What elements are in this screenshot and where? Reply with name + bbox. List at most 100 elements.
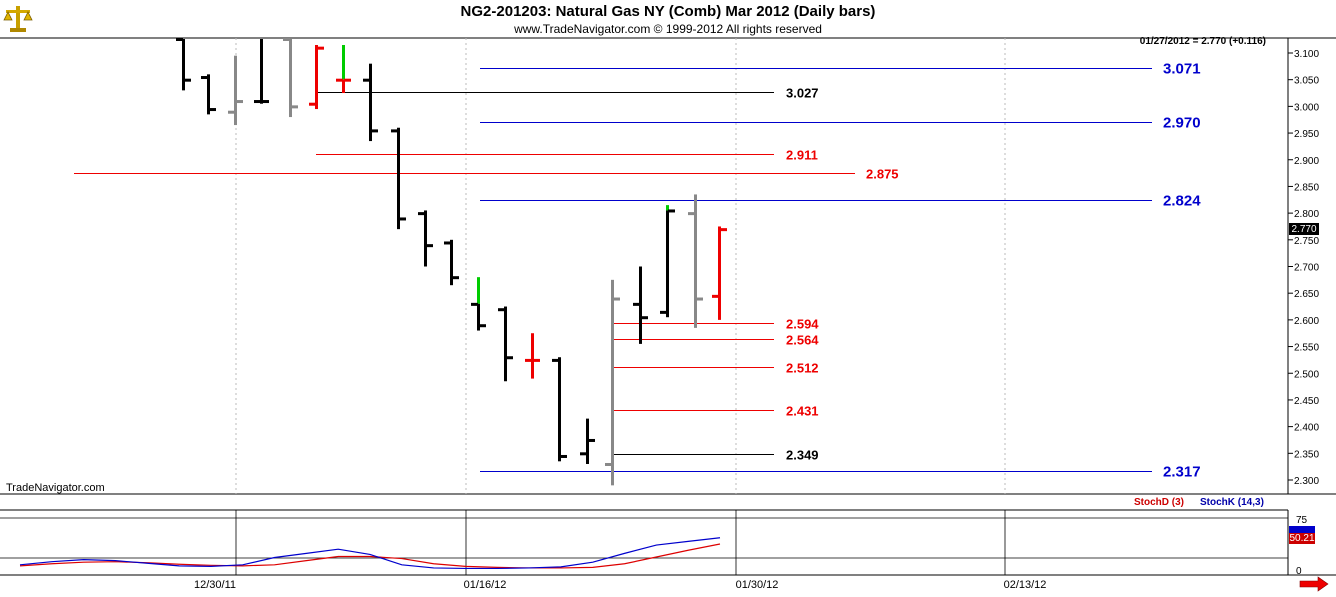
price-axis: 2.300 2.350 2.400 2.450 2.500 2.550 2.600 2.650…: [1288, 49, 1319, 487]
bar-stem: [289, 39, 292, 118]
stoch-d-tag-bg: [1289, 533, 1315, 544]
bar-open-tick: [176, 38, 183, 41]
bar-stem: [611, 279, 614, 486]
bar-open-tick: [418, 212, 425, 216]
price-tick-label: 3.000: [1294, 102, 1319, 113]
time-tick-label: 02/13/12: [1004, 579, 1047, 591]
bar-close-tick: [184, 78, 191, 82]
price-tick-label: 2.500: [1294, 369, 1319, 380]
bar-stem: [397, 127, 400, 230]
bar-stem: [315, 44, 318, 110]
bar-close-tick: [560, 454, 567, 458]
time-axis: 12/30/11 01/16/12 01/30/12 02/13/12: [194, 579, 1046, 591]
vertical-gridlines: [235, 38, 1006, 575]
bar-stem: [639, 266, 642, 344]
ohlc-bar: [228, 55, 243, 126]
bar-stem: [450, 239, 453, 286]
ohlc-bar: [336, 44, 351, 94]
chart-title: NG2-201203: Natural Gas NY (Comb) Mar 20…: [460, 3, 876, 20]
price-tick-label: 3.100: [1294, 49, 1319, 60]
ohlc-bar: [633, 266, 648, 344]
bar-close-tick: [344, 78, 351, 82]
bar-close-tick: [668, 209, 675, 213]
time-tick-label: 12/30/11: [194, 579, 236, 591]
bar-open-tick: [309, 102, 316, 106]
bar-stem: [531, 333, 534, 379]
scales-logo-icon: [2, 2, 34, 34]
bar-open-tick: [228, 110, 235, 114]
bar-close-tick: [399, 217, 406, 221]
price-tick-label: 2.900: [1294, 156, 1319, 167]
bar-close-tick: [236, 100, 243, 104]
bar-close-tick: [209, 108, 216, 112]
bar-stem: [342, 79, 345, 94]
ohlc-bar: [254, 39, 269, 104]
ohlc-bar: [660, 205, 675, 318]
bar-close-tick: [317, 46, 324, 50]
ohlc-bar: [418, 210, 433, 267]
level-label-3.071: 3.071: [1163, 61, 1201, 78]
ohlc-bar: [688, 194, 703, 328]
ohlc-bar: [176, 38, 191, 91]
bar-close-tick: [262, 100, 269, 104]
bar-open-tick: [201, 76, 208, 80]
red-right-arrow-icon[interactable]: [1298, 576, 1330, 592]
bar-open-tick: [552, 358, 559, 362]
bar-wick-up: [342, 44, 345, 80]
bar-stem: [504, 306, 507, 382]
bar-stem: [182, 39, 185, 91]
bar-open-tick: [283, 38, 290, 41]
price-tick-label: 3.050: [1294, 76, 1319, 87]
bar-stem: [234, 55, 237, 126]
bar-wick-up: [666, 205, 669, 211]
ohlc-bar: [712, 226, 727, 320]
level-label-2.911: 2.911: [786, 148, 818, 163]
bar-stem: [207, 74, 210, 115]
bar-open-tick: [498, 308, 505, 312]
stoch-k-tag-bg: [1289, 526, 1315, 535]
price-tick-label: 2.800: [1294, 209, 1319, 220]
time-tick-label: 01/30/12: [736, 579, 779, 591]
ohlc-bar: [580, 418, 595, 464]
bar-stem: [369, 63, 372, 142]
price-tick-label: 2.650: [1294, 289, 1319, 300]
last-quote-readout: 01/27/2012 = 2.770 (+0.116): [1139, 36, 1266, 47]
bar-stem: [694, 194, 697, 328]
copyright-text: www.TradeNavigator.com © 1999-2012 All r…: [514, 22, 822, 36]
bar-open-tick: [605, 462, 612, 466]
bar-open-tick: [444, 241, 451, 245]
price-tick-label: 2.300: [1294, 476, 1319, 487]
bar-stem: [424, 210, 427, 267]
price-tick-label: 2.700: [1294, 263, 1319, 274]
price-tick-label: 2.950: [1294, 129, 1319, 140]
bar-close-tick: [641, 316, 648, 320]
price-tick-label: 2.350: [1294, 449, 1319, 460]
stoch-tick-75: 75: [1296, 515, 1308, 526]
ohlc-bar: [498, 306, 513, 382]
ohlc-bar: [552, 357, 567, 462]
bar-close-tick: [696, 297, 703, 301]
level-label-2.594: 2.594: [786, 317, 819, 332]
bar-close-tick: [506, 356, 513, 360]
bar-stem: [477, 303, 480, 331]
bar-open-tick: [254, 100, 261, 104]
level-label-2.564: 2.564: [786, 333, 819, 348]
bar-close-tick: [452, 276, 459, 280]
time-tick-label: 01/16/12: [464, 579, 507, 591]
bar-close-tick: [426, 244, 433, 248]
level-label-2.875: 2.875: [866, 167, 899, 182]
bar-open-tick: [525, 358, 532, 362]
bar-stem: [558, 357, 561, 462]
level-lines: 3.071 3.027 2.970 2.911 2.875 2.824 2.5942.564…: [74, 61, 1201, 481]
last-price-tag-bg: [1289, 223, 1319, 235]
bar-stem: [666, 210, 669, 318]
bar-close-tick: [479, 324, 486, 328]
ohlc-bar: [309, 44, 324, 110]
bar-wick-up: [477, 277, 480, 304]
price-tick-label: 2.850: [1294, 182, 1319, 193]
bar-stem: [586, 418, 589, 464]
bar-open-tick: [471, 302, 478, 306]
ohlc-bar: [283, 38, 298, 118]
ohlc-bar: [363, 63, 378, 142]
